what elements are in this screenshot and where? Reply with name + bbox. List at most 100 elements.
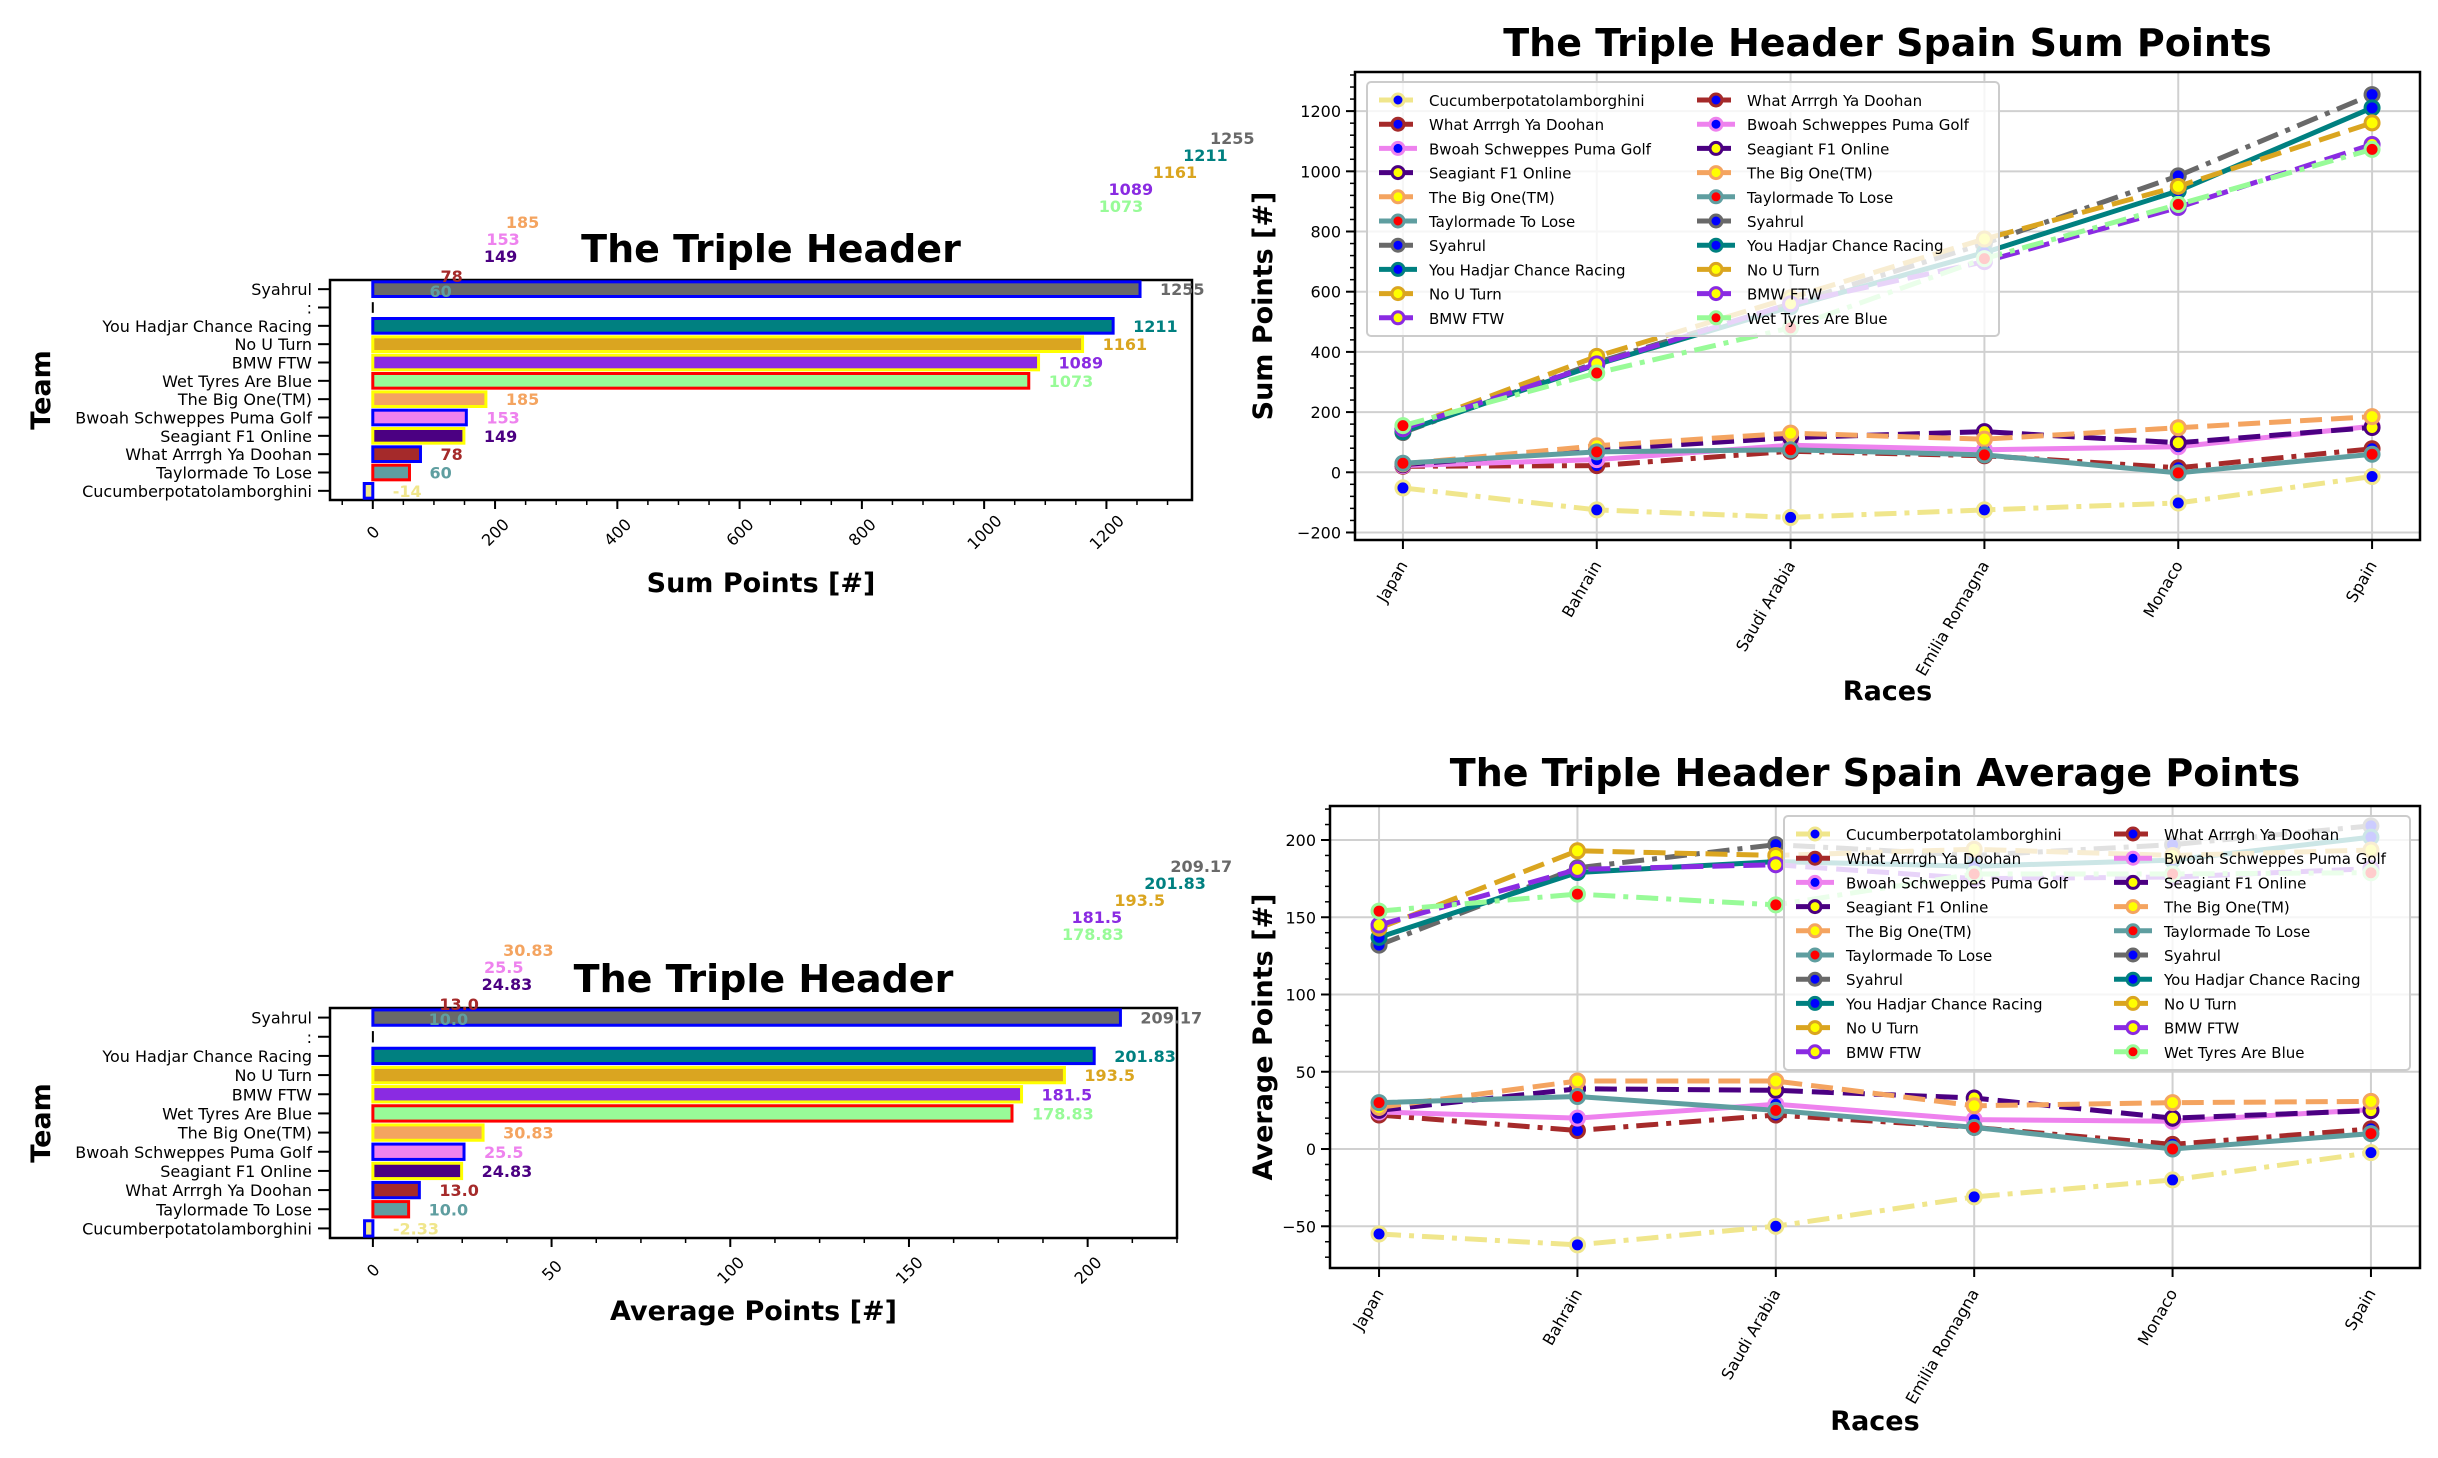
y-axis-label: Average Points [#]	[1248, 894, 1279, 1181]
bar-value-label: 1211	[1133, 317, 1178, 336]
data-point	[1568, 885, 1586, 903]
bar	[363, 1219, 375, 1238]
legend-swatch-marker	[1807, 971, 1823, 987]
bar	[371, 463, 411, 482]
data-point	[1588, 364, 1606, 382]
category-label: Seagiant F1 Online	[160, 1162, 312, 1181]
legend-swatch-marker	[1807, 923, 1823, 939]
plot-frame	[328, 278, 1194, 502]
data-point	[1394, 417, 1412, 435]
floating-value-label: 13.0	[439, 995, 478, 1014]
bar	[371, 1123, 485, 1142]
legend-swatch-marker	[1807, 1044, 1823, 1060]
y-tick-label: 0	[1306, 1140, 1316, 1159]
legend-swatch-marker	[2125, 899, 2141, 915]
legend-frame	[1366, 81, 2000, 337]
x-tick-label: 0	[363, 1260, 384, 1281]
legend-swatch-marker	[2125, 826, 2141, 842]
floating-value-label: 209.17	[1170, 857, 1232, 876]
data-point	[1568, 1109, 1586, 1127]
legend-swatch-marker	[2125, 923, 2141, 939]
x-tick-label: Japan	[1348, 1286, 1387, 1335]
legend-label: Taylormade To Lose	[1746, 189, 1893, 207]
category-label: No U Turn	[234, 335, 312, 354]
series-line	[1402, 423, 2373, 469]
legend-label: The Big One(TM)	[1845, 923, 1972, 941]
x-tick-label: Bahrain	[1558, 558, 1605, 621]
y-tick-label: −200	[1297, 523, 1341, 542]
x-tick-label: Saudi Arabia	[1732, 558, 1799, 655]
floating-value-label: 181.5	[1072, 908, 1123, 927]
x-tick-label: Monaco	[2134, 1286, 2182, 1349]
bar-value-label: 30.83	[503, 1124, 554, 1143]
bar-value-label: 193.5	[1084, 1066, 1135, 1085]
x-tick-label: Spain	[2342, 558, 2381, 606]
category-label: Syahrul	[251, 1009, 312, 1028]
legend-frame	[1783, 815, 2411, 1071]
bar	[371, 372, 1031, 390]
category-label: Wet Tyres Are Blue	[162, 372, 312, 391]
y-tick-label: 1200	[1300, 102, 1341, 121]
bar-value-label: 60	[429, 464, 451, 483]
series-line	[1378, 1150, 2372, 1248]
legend-label: Cucumberpotatolamborghini	[1429, 92, 1645, 110]
legend-swatch-marker	[1708, 116, 1724, 132]
bar	[371, 390, 488, 409]
line-chart-sum-line: The Triple Header Spain Sum Points −200 0 2…	[1248, 21, 2422, 707]
x-tick-label: Japan	[1372, 558, 1411, 607]
bar-value-label: 13.0	[439, 1181, 478, 1200]
legend-swatch-marker	[2125, 1044, 2141, 1060]
y-tick-label: 800	[1310, 223, 1341, 242]
category-label: Taylormade To Lose	[155, 1200, 312, 1219]
x-tick-label: Emilia Romagna	[1912, 558, 1993, 680]
legend: Cucumberpotatolamborghini What Arrrgh Ya …	[1366, 81, 2000, 337]
bar-value-label: 25.5	[484, 1143, 523, 1162]
category-label: BMW FTW	[232, 354, 312, 373]
legend-label: Cucumberpotatolamborghini	[1846, 826, 2062, 844]
bar	[371, 1200, 411, 1219]
legend-label: What Arrrgh Ya Doohan	[1429, 116, 1604, 134]
x-axis-label: Races	[1830, 1406, 1919, 1437]
series-line	[1378, 1101, 2372, 1124]
y-axis-label: Sum Points [#]	[1248, 192, 1279, 421]
floating-value-label: 201.83	[1144, 874, 1206, 893]
x-axis-label: Races	[1843, 676, 1932, 707]
x-tick-label: 50	[538, 1256, 566, 1284]
bar-value-label: 201.83	[1114, 1047, 1176, 1066]
data-point	[1782, 441, 1800, 459]
category-label: No U Turn	[234, 1066, 312, 1085]
bar	[371, 317, 1115, 335]
legend-label: Bwoah Schweppes Puma Golf	[1747, 116, 1970, 134]
floating-value-label: 24.83	[482, 975, 533, 994]
data-point	[1588, 501, 1606, 519]
legend-swatch-marker	[1708, 92, 1724, 108]
data-point	[1568, 842, 1586, 860]
legend-swatch-marker	[1390, 92, 1406, 108]
legend-swatch-marker	[2125, 850, 2141, 866]
chart-title: The Triple Header Spain Sum Points	[1503, 21, 2271, 65]
x-tick-label: 600	[722, 515, 757, 550]
bar	[371, 1085, 1024, 1104]
floating-value-label: 153	[486, 230, 519, 249]
data-point	[1767, 896, 1785, 914]
floating-value-label: 1073	[1099, 197, 1144, 216]
y-tick-label: 200	[1285, 831, 1316, 850]
legend-swatch-marker	[1390, 140, 1406, 156]
data-point	[1588, 443, 1606, 461]
legend-label: No U Turn	[1429, 286, 1502, 304]
legend-label: BMW FTW	[1747, 286, 1822, 304]
floating-value-label: 185	[506, 213, 539, 232]
x-tick-label: 0	[363, 522, 384, 543]
bar-value-label: 24.83	[482, 1162, 533, 1181]
bar-value-label: 78	[440, 445, 462, 464]
data-point	[2362, 1144, 2380, 1162]
x-tick-label: 100	[713, 1253, 748, 1288]
bar-value-label: 181.5	[1042, 1085, 1093, 1104]
legend-swatch-marker	[1807, 826, 1823, 842]
legend-label: Wet Tyres Are Blue	[2164, 1044, 2304, 1062]
y-tick-label: 50	[1296, 1063, 1316, 1082]
floating-value-label: 1255	[1210, 129, 1255, 148]
legend-swatch-marker	[1390, 116, 1406, 132]
x-tick-label: Bahrain	[1539, 1286, 1586, 1349]
legend-label: Bwoah Schweppes Puma Golf	[2164, 850, 2387, 868]
